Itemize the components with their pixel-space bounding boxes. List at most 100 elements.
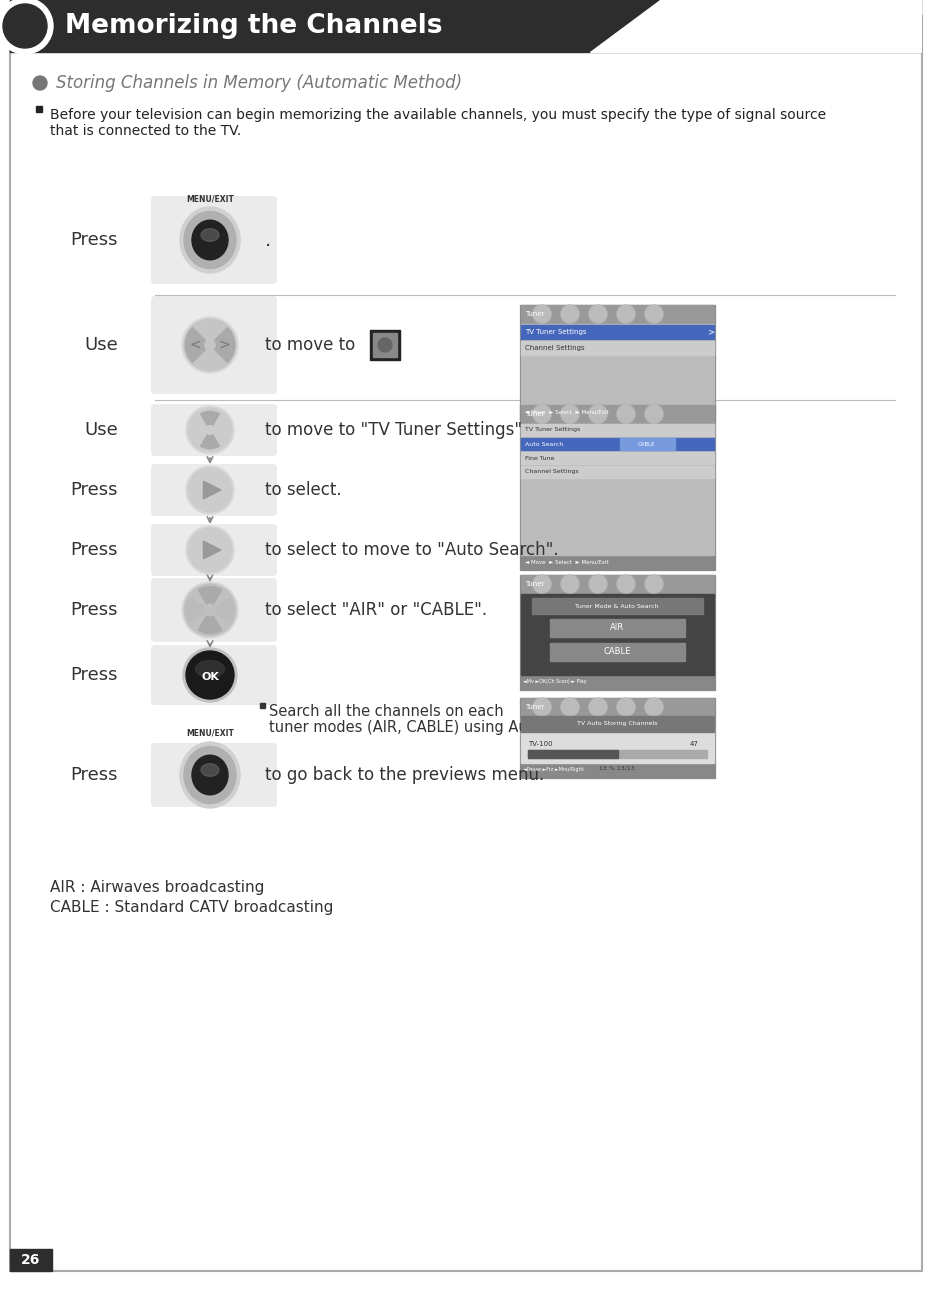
Bar — [521, 763, 714, 777]
Circle shape — [617, 405, 635, 423]
Text: Press: Press — [71, 767, 118, 784]
Text: MENU/EXIT: MENU/EXIT — [186, 195, 234, 202]
Text: .: . — [265, 230, 271, 249]
Bar — [373, 333, 397, 357]
Text: ◄ Move  ► Select  ► Menu/Exit: ◄ Move ► Select ► Menu/Exit — [525, 410, 609, 414]
FancyBboxPatch shape — [151, 464, 277, 516]
Circle shape — [186, 466, 234, 515]
Text: Use: Use — [84, 336, 118, 354]
Polygon shape — [203, 541, 221, 559]
Text: Before your television can begin memorizing the available channels, you must spe: Before your television can begin memoriz… — [50, 108, 826, 121]
Bar — [521, 675, 714, 690]
Ellipse shape — [201, 229, 219, 242]
Circle shape — [0, 0, 53, 54]
FancyBboxPatch shape — [151, 579, 277, 643]
Text: to move to: to move to — [265, 336, 355, 354]
Bar — [36, 106, 42, 112]
Circle shape — [3, 4, 47, 48]
Circle shape — [561, 306, 579, 323]
Polygon shape — [203, 481, 221, 499]
Ellipse shape — [196, 661, 225, 678]
FancyBboxPatch shape — [151, 196, 277, 283]
Circle shape — [206, 426, 214, 435]
Text: Search all the channels on each: Search all the channels on each — [269, 704, 503, 720]
Circle shape — [645, 697, 663, 716]
Circle shape — [645, 306, 663, 323]
Circle shape — [561, 575, 579, 593]
Text: Press: Press — [71, 481, 118, 499]
Text: to select.: to select. — [265, 481, 342, 499]
Bar — [260, 703, 265, 708]
Circle shape — [589, 405, 607, 423]
Bar — [520, 306, 715, 421]
Circle shape — [589, 306, 607, 323]
Bar — [521, 716, 714, 731]
Text: TV Tuner Settings: TV Tuner Settings — [525, 427, 581, 432]
Ellipse shape — [184, 212, 236, 269]
Bar — [528, 750, 707, 757]
Wedge shape — [186, 598, 210, 622]
Circle shape — [645, 575, 663, 593]
Text: Press: Press — [71, 666, 118, 684]
FancyBboxPatch shape — [151, 524, 277, 576]
Wedge shape — [200, 430, 219, 449]
Bar — [521, 466, 714, 478]
Circle shape — [188, 528, 232, 572]
Circle shape — [33, 76, 47, 90]
Bar — [521, 341, 714, 355]
Ellipse shape — [184, 747, 236, 803]
Circle shape — [533, 697, 551, 716]
Text: CABLE : Standard CATV broadcasting: CABLE : Standard CATV broadcasting — [50, 900, 334, 916]
Text: Press: Press — [71, 541, 118, 559]
Circle shape — [645, 405, 663, 423]
Bar — [520, 405, 715, 569]
Wedge shape — [185, 328, 210, 363]
Text: ◄ Move  ► Select  ► Menu/Exit: ◄ Move ► Select ► Menu/Exit — [525, 559, 609, 564]
Bar — [521, 405, 714, 419]
Bar — [520, 697, 715, 778]
Circle shape — [589, 575, 607, 593]
FancyBboxPatch shape — [151, 743, 277, 807]
Text: TV Tuner Settings: TV Tuner Settings — [525, 329, 586, 336]
Text: that is connected to the TV.: that is connected to the TV. — [50, 124, 241, 138]
Text: CABLE: CABLE — [603, 648, 631, 657]
Wedge shape — [199, 586, 222, 610]
Text: to move to "TV Tuner Settings": to move to "TV Tuner Settings" — [265, 421, 522, 439]
Text: to select "AIR" or "CABLE".: to select "AIR" or "CABLE". — [265, 601, 487, 619]
Text: Fine Tune: Fine Tune — [525, 456, 555, 461]
Text: to go back to the previews menu.: to go back to the previews menu. — [265, 767, 544, 784]
Text: TV Auto Storing Channels: TV Auto Storing Channels — [577, 721, 657, 726]
Circle shape — [533, 575, 551, 593]
Text: AIR: AIR — [610, 623, 624, 632]
Polygon shape — [600, 0, 921, 52]
Bar — [10, 0, 600, 52]
Ellipse shape — [180, 742, 240, 808]
Ellipse shape — [192, 755, 228, 795]
Text: Auto Search: Auto Search — [525, 441, 563, 447]
Circle shape — [589, 697, 607, 716]
Text: ◄Pause ►Frz ►Mnu/Right: ◄Pause ►Frz ►Mnu/Right — [523, 768, 583, 773]
Wedge shape — [210, 598, 233, 622]
Bar — [520, 575, 715, 690]
Circle shape — [186, 650, 234, 699]
Text: >: > — [707, 328, 714, 337]
Circle shape — [204, 605, 215, 615]
Bar — [521, 697, 714, 716]
Text: OK: OK — [201, 673, 219, 682]
Circle shape — [617, 697, 635, 716]
Text: ◄Mv ►OK(Ch Scan) ► Play: ◄Mv ►OK(Ch Scan) ► Play — [523, 679, 586, 684]
Circle shape — [184, 319, 236, 371]
Bar — [520, 405, 715, 569]
Circle shape — [205, 340, 215, 350]
Bar — [521, 594, 714, 675]
Text: AIR : Airwaves broadcasting: AIR : Airwaves broadcasting — [50, 880, 265, 895]
Text: >: > — [218, 338, 230, 353]
Wedge shape — [210, 328, 235, 363]
Circle shape — [182, 317, 238, 374]
Ellipse shape — [201, 764, 219, 776]
Bar — [370, 330, 400, 360]
Bar — [521, 452, 714, 464]
Bar — [521, 405, 714, 423]
Circle shape — [188, 407, 232, 452]
Text: Press: Press — [71, 231, 118, 249]
